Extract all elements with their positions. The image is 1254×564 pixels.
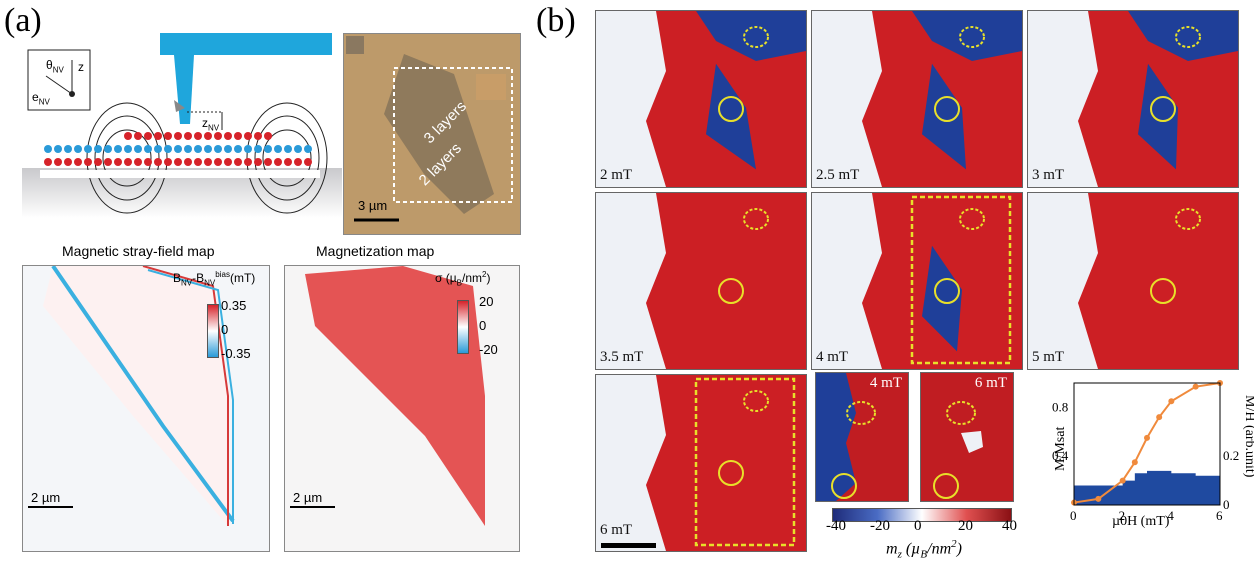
domain-map-2: 2.5 mT [811, 10, 1023, 188]
panel-b-label: (b) [536, 2, 576, 39]
mz-tick: 20 [958, 518, 973, 534]
mz-tick: -40 [826, 518, 846, 534]
dashed-marker [959, 208, 985, 230]
mag-cb-tick-bottom: -20 [479, 342, 498, 357]
m-msat-point [1156, 414, 1163, 421]
domain-map-4: 3.5 mT [595, 192, 807, 370]
field-label: 6 mT [600, 522, 633, 538]
stray-field-title: Magnetic stray-field map [62, 243, 215, 259]
mag-scalebar-label: 2 µm [293, 490, 323, 505]
m-msat-point [1119, 477, 1126, 484]
mz-colorbar-label: mz (µB/nm2) [886, 538, 962, 561]
x-axis-label: µ0H (mT) [1112, 514, 1170, 529]
stray-cb-tick-top: 0.35 [221, 298, 247, 313]
y-right-tick-label: 0.2 [1223, 448, 1239, 463]
solid-marker [1150, 278, 1176, 304]
dashed-marker [959, 26, 985, 48]
panel-a-label: (a) [4, 2, 42, 39]
stray-cb-label-a: B [173, 271, 182, 285]
m-msat-point [1168, 398, 1175, 405]
field-label: 3.5 mT [600, 349, 644, 365]
x-tick-label: 2 [1119, 508, 1126, 523]
stray-field-colorbar [207, 304, 219, 358]
mag-cb-label: σ (µ [435, 271, 457, 285]
x-tick-label: 0 [1070, 508, 1077, 523]
solid-marker [718, 460, 744, 486]
z-label: z [78, 60, 84, 74]
stray-field-map: BNV-BNVbias(mT) 0.35 0 -0.35 2 µm [22, 264, 270, 552]
magnetization-title: Magnetization map [316, 243, 435, 259]
mz-tick: 40 [1002, 518, 1017, 534]
inset-4mT-label: 4 mT [869, 375, 902, 391]
domain-map-3: 3 mT [1027, 10, 1239, 188]
domain-map-7: 6 mT [595, 374, 807, 552]
magnetization-chart: 0 2 4 6 0.4 0.8 0 0.2 µ0H (mT) M/Msat M/H (arb.uni… [1030, 375, 1254, 559]
mz-tick: -20 [870, 518, 890, 534]
field-label: 2 mT [600, 167, 633, 183]
stray-cb-tick-mid: 0 [221, 322, 229, 337]
inset-6mT-label: 6 mT [974, 375, 1007, 391]
mh-area [1074, 470, 1220, 505]
m-msat-point [1095, 495, 1102, 502]
dashed-marker [1175, 208, 1201, 230]
inset-map-6mT: 6 mT [920, 372, 1014, 502]
y-right-axis-label: M/H (arb.unit) [1242, 395, 1254, 478]
mz-tick: 0 [914, 518, 922, 534]
theta-label: θ [46, 58, 53, 72]
y-right-tick-label: 0 [1223, 497, 1230, 512]
dashed-marker [743, 208, 769, 230]
m-msat-point [1192, 383, 1199, 390]
m-msat-point [1144, 434, 1150, 441]
stray-scalebar-label: 2 µm [31, 490, 61, 505]
domain-map-1: 2 mT [595, 10, 807, 188]
field-label: 2.5 mT [816, 167, 860, 183]
magnetization-colorbar [457, 300, 469, 354]
mag-cb-tick-mid: 0 [479, 318, 487, 333]
x-tick-label: 6 [1216, 508, 1223, 523]
x-tick-label: 4 [1167, 508, 1174, 523]
y-left-axis-label: M/Msat [1053, 427, 1068, 471]
field-label: 3 mT [1032, 167, 1065, 183]
optical-micrograph: 3 layers 2 layers 3 µm [343, 33, 521, 235]
dashed-marker [1175, 26, 1201, 48]
znv-label: z [202, 116, 208, 130]
field-label: 4 mT [816, 349, 849, 365]
dashed-marker [743, 26, 769, 48]
mz-colorbar [832, 508, 1012, 522]
mag-cb-tick-top: 20 [479, 294, 494, 309]
e-label: e [32, 90, 39, 104]
stray-cb-tick-bottom: -0.35 [221, 346, 251, 361]
solid-marker [1150, 96, 1176, 122]
scalebar [601, 543, 656, 548]
solid-marker [718, 278, 744, 304]
micrograph-scalebar-label: 3 µm [358, 198, 388, 213]
zoom-box [910, 195, 1012, 365]
nv-schematic: θNV z eNV zNV [22, 28, 342, 238]
inset-map-4mT: 4 mT [815, 372, 909, 502]
y-left-tick-label: 0.8 [1052, 399, 1068, 414]
magnetization-map: σ (µB/nm2) 20 0 -20 2 µm [284, 265, 520, 552]
domain-map-5: 4 mT [811, 192, 1023, 370]
solid-marker [718, 96, 744, 122]
plot-frame [1073, 382, 1221, 506]
zoom-box [694, 377, 796, 547]
solid-marker [934, 96, 960, 122]
m-msat-point [1131, 459, 1138, 466]
field-label: 5 mT [1032, 349, 1065, 365]
solid-marker [934, 278, 960, 304]
domain-map-6: 5 mT [1027, 192, 1239, 370]
dashed-marker [743, 390, 769, 412]
y-left-tick-label: 0.4 [1052, 448, 1069, 463]
